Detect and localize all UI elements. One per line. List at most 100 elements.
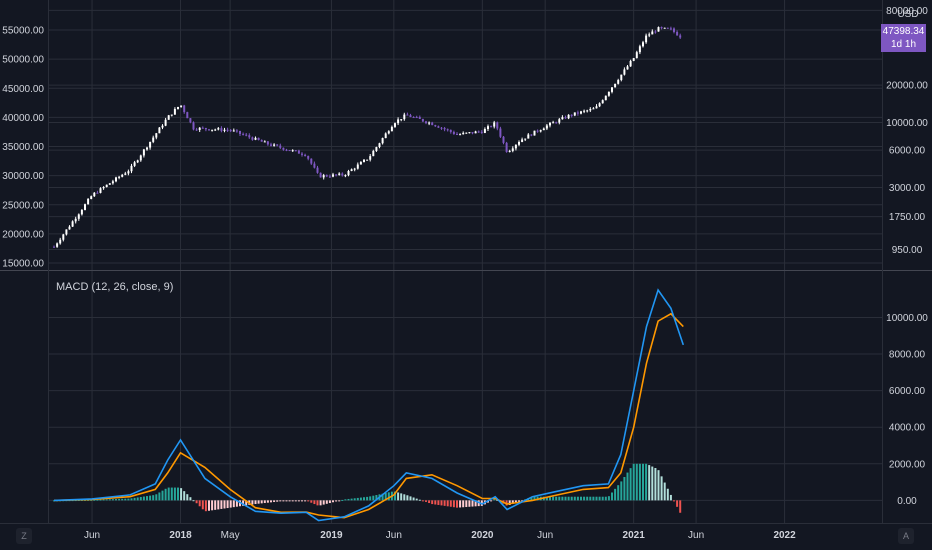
candle-body xyxy=(56,243,59,247)
time-axis-label: Jun xyxy=(386,530,402,541)
macd-axis-tick-label: 2000.00 xyxy=(889,459,926,470)
histogram-bar xyxy=(294,500,297,502)
signal-line xyxy=(53,312,684,519)
candle-body xyxy=(335,174,338,176)
macd-lines xyxy=(53,288,685,522)
histogram-bar xyxy=(127,498,130,501)
candle-body xyxy=(223,129,226,131)
candle-body xyxy=(257,137,260,141)
histogram-bar xyxy=(111,499,114,501)
histogram-bar xyxy=(645,463,648,501)
candle-body xyxy=(77,214,80,219)
candle-body xyxy=(242,133,245,135)
histogram-bar xyxy=(96,499,99,501)
candle-body xyxy=(108,183,111,185)
histogram-bar xyxy=(412,497,415,501)
candle-body xyxy=(614,83,617,88)
candle-body xyxy=(465,132,468,134)
histogram-bar xyxy=(242,500,245,506)
histogram-bar xyxy=(232,500,235,508)
histogram-bar xyxy=(93,499,96,501)
candle-body xyxy=(449,129,452,132)
candle-body xyxy=(493,122,496,127)
histogram-bar xyxy=(415,498,418,501)
candle-body xyxy=(418,117,421,119)
candle-body xyxy=(133,162,136,166)
histogram-bar xyxy=(564,496,567,501)
candle-body xyxy=(676,31,679,36)
candle-body xyxy=(167,115,170,120)
histogram-bar xyxy=(316,500,319,506)
candle-body xyxy=(598,103,601,107)
candle-body xyxy=(347,170,350,176)
histogram-bar xyxy=(276,500,279,502)
histogram-bar xyxy=(514,500,517,503)
candle-body xyxy=(632,58,635,61)
grid xyxy=(49,0,882,523)
histogram-bar xyxy=(353,498,356,501)
time-axis-label: 2020 xyxy=(471,530,494,541)
histogram-bar xyxy=(211,500,214,511)
histogram-bar xyxy=(580,496,582,501)
histogram-bar xyxy=(403,494,406,501)
histogram-bar xyxy=(146,496,148,501)
histogram-bar xyxy=(53,500,55,502)
candle-body xyxy=(201,127,204,129)
histogram-bar xyxy=(614,488,617,501)
candle-body xyxy=(573,112,576,116)
histogram-bar xyxy=(198,500,201,507)
candle-body xyxy=(164,119,167,126)
auto-scale-button[interactable]: A xyxy=(898,528,914,544)
candle-body xyxy=(338,173,341,175)
left-axis-tick-label: 30000.00 xyxy=(2,171,44,182)
histogram-bar xyxy=(471,500,474,507)
histogram-bar xyxy=(288,500,291,502)
candle-body xyxy=(220,128,223,131)
histogram-bar xyxy=(409,496,412,501)
histogram-bar xyxy=(632,463,635,501)
histogram-bar xyxy=(583,496,586,501)
histogram-bar xyxy=(118,498,121,501)
histogram-bar xyxy=(586,496,589,501)
candle-body xyxy=(96,192,99,194)
histogram-bar xyxy=(493,499,496,501)
candle-body xyxy=(679,35,682,38)
histogram-bar xyxy=(226,500,229,509)
histogram-bar xyxy=(158,492,161,501)
axes: 80000.00 20000.00 10000.00 6000.00 3000.00 17… xyxy=(2,6,928,541)
candle-body xyxy=(638,46,641,53)
histogram-bar xyxy=(384,492,387,501)
histogram-bar xyxy=(673,500,675,502)
candle-body xyxy=(437,126,440,128)
candle-body xyxy=(623,69,626,75)
histogram-bar xyxy=(521,500,524,502)
histogram-bar xyxy=(177,487,179,501)
histogram-bar xyxy=(369,496,372,501)
time-axis-label: 2022 xyxy=(773,530,796,541)
candle-body xyxy=(406,114,409,116)
histogram-bar xyxy=(611,492,613,501)
candle-body xyxy=(521,139,524,142)
histogram-bar xyxy=(660,476,663,501)
candle-body xyxy=(657,27,660,32)
candle-body xyxy=(99,188,102,193)
histogram-bar xyxy=(381,493,384,501)
macd-axis-tick-label: 8000.00 xyxy=(889,350,926,361)
candle-body xyxy=(626,66,629,70)
candle-body xyxy=(180,105,183,107)
candle-body xyxy=(660,27,663,29)
candle-body xyxy=(397,119,400,124)
candle-body xyxy=(297,150,300,154)
histogram-bar xyxy=(208,500,210,511)
macd-indicator-title[interactable]: MACD (12, 26, close, 9) xyxy=(56,281,174,293)
histogram-bar xyxy=(642,463,644,501)
candle-body xyxy=(462,132,465,135)
histogram-bar xyxy=(669,494,672,501)
histogram-bar xyxy=(372,495,375,501)
scale-mode-button[interactable]: Z xyxy=(16,528,32,544)
histogram-bar xyxy=(161,490,164,501)
candle-body xyxy=(65,229,68,235)
histogram-bar xyxy=(592,496,595,501)
candle-body xyxy=(549,122,551,126)
